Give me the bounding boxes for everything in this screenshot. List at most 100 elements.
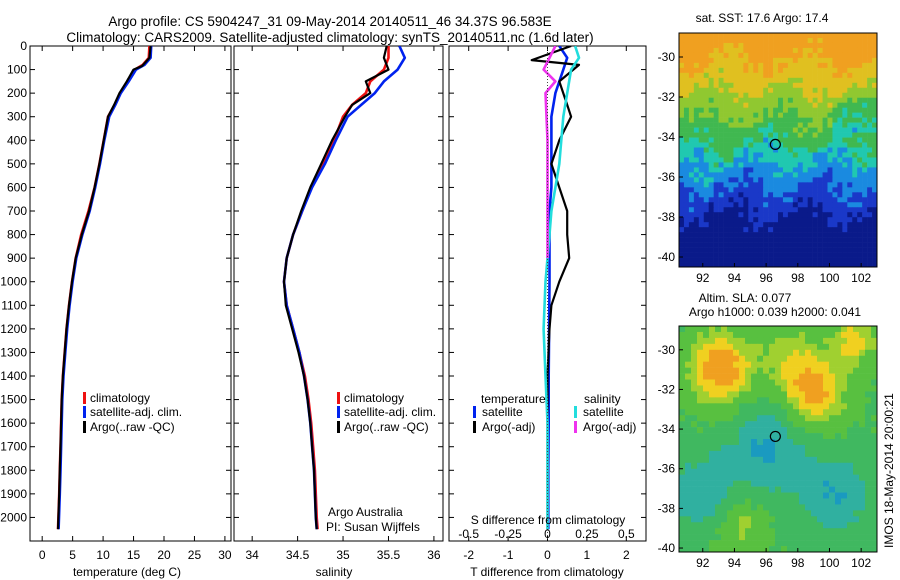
- y-tick-label: -38: [658, 210, 676, 224]
- x-tick-label: 96: [759, 556, 773, 570]
- x-tick-label: 36: [427, 548, 441, 562]
- argo-location-marker: [769, 138, 781, 150]
- y-tick-label: 1600: [0, 416, 27, 430]
- x-tick-label: 94: [728, 271, 742, 285]
- x-tick-label: 92: [696, 556, 710, 570]
- x-tick-label: 2: [623, 548, 630, 562]
- diff-legend-temp-heading: temperature: [481, 392, 546, 406]
- x-tick-label: 35.5: [377, 548, 401, 562]
- legend-label: satellite-adj. clim.: [344, 405, 436, 419]
- salinity-xlabel: salinity: [316, 565, 353, 579]
- s-tick-label: -0.25: [494, 527, 522, 541]
- sla-map-title-2: Argo h1000: 0.039 h2000: 0.041: [689, 305, 861, 319]
- y-tick-label: -30: [658, 343, 676, 357]
- y-tick-label: 700: [7, 204, 27, 218]
- y-tick-label: -34: [658, 130, 676, 144]
- x-tick-label: 35: [336, 548, 350, 562]
- y-tick-label: 300: [7, 110, 27, 124]
- y-tick-label: 800: [7, 228, 27, 242]
- x-tick-label: 100: [819, 271, 839, 285]
- legend-label: Argo(..raw -QC): [344, 420, 429, 434]
- salinity-panel: 34 34.5 35 35.5 36 climatologysatellite-adj. …: [233, 45, 444, 562]
- legend-label: climatology: [344, 391, 404, 405]
- y-tick-label: -30: [658, 50, 676, 64]
- sst-heatmap-cells: [679, 33, 878, 268]
- diff-legend-sal-heading: salinity: [584, 392, 621, 406]
- x-tick-label: 92: [696, 271, 710, 285]
- sla-heatmap-cells: [679, 326, 878, 553]
- x-tick-label: 98: [791, 556, 805, 570]
- legend-swatch: [83, 421, 86, 433]
- legend-swatch: [473, 421, 476, 433]
- series-line: [530, 46, 581, 530]
- sla-map-title-1: Altim. SLA: 0.077: [699, 291, 792, 305]
- figure-title-line1: Argo profile: CS 5904247_31 09-May-2014 …: [108, 14, 551, 29]
- y-tick-label: -36: [658, 462, 676, 476]
- y-tick-label: 1000: [0, 275, 27, 289]
- y-tick-label: 1900: [0, 487, 27, 501]
- imos-side-label: IMOS 18-May-2014 20:00:21: [882, 393, 896, 548]
- legend-label: satellite: [583, 405, 624, 419]
- x-tick-label: 15: [127, 548, 141, 562]
- s-tick-label: 0.5: [618, 527, 635, 541]
- series-line: [282, 46, 390, 530]
- x-tick-label: 25: [188, 548, 202, 562]
- y-tick-label: 1100: [1, 298, 27, 312]
- salinity-annotation-1: Argo Australia: [328, 505, 403, 519]
- series-line: [57, 46, 153, 530]
- x-tick-label: 96: [759, 271, 773, 285]
- x-tick-label: -1: [503, 548, 514, 562]
- legend-label: Argo(-adj): [583, 420, 636, 434]
- y-tick-label: -36: [658, 170, 676, 184]
- x-tick-label: 1: [584, 548, 591, 562]
- s-tick-label: -0.5: [458, 527, 479, 541]
- series-line: [542, 46, 581, 530]
- argo-location-marker: [769, 430, 781, 443]
- x-tick-label: 34: [245, 548, 259, 562]
- x-tick-label: 0: [39, 548, 46, 562]
- legend-label: Argo(..raw -QC): [90, 420, 175, 434]
- legend-swatch: [574, 421, 577, 433]
- series-group: [282, 46, 407, 530]
- y-tick-label: 1200: [0, 322, 27, 336]
- x-tick-label: 34.5: [286, 548, 310, 562]
- x-tick-label: -2: [463, 548, 474, 562]
- legend-label: climatology: [90, 391, 150, 405]
- temperature-panel: 0 5 10 15 20 25 300100200300400500600700800900…: [0, 39, 232, 562]
- legend-swatch: [83, 406, 86, 418]
- x-tick-label: 100: [819, 556, 839, 570]
- y-tick-label: -38: [658, 501, 676, 515]
- panel-frame: [233, 45, 444, 542]
- y-tick-label: 500: [7, 157, 27, 171]
- figure-title-line2: Climatology: CARS2009. Satellite-adjuste…: [66, 30, 593, 45]
- y-tick-label: 1400: [0, 369, 27, 383]
- difference-panel: -2 -1 0 1 2-0.5 -0.25 0 0.25 0.5satelliteArgo(-a…: [448, 45, 647, 562]
- y-tick-label: 900: [7, 251, 27, 265]
- x-tick-label: 102: [851, 271, 871, 285]
- y-tick-label: -32: [658, 90, 676, 104]
- legend-swatch: [473, 406, 476, 418]
- series-line: [282, 46, 390, 530]
- legend-swatch: [337, 421, 340, 433]
- legend-label: Argo(-adj): [482, 420, 535, 434]
- y-tick-label: -32: [658, 382, 676, 396]
- y-tick-label: 2000: [0, 510, 27, 524]
- s-tick-label: 0: [544, 527, 551, 541]
- panel-frame: [29, 45, 232, 542]
- series-line: [56, 46, 152, 530]
- x-tick-label: 102: [851, 556, 871, 570]
- y-tick-label: 200: [7, 86, 27, 100]
- difference-xlabel: T difference from climatology: [470, 565, 624, 579]
- map-frame: [678, 325, 878, 553]
- y-tick-label: -40: [658, 541, 676, 555]
- salinity-annotation-2: PI: Susan Wijffels: [326, 520, 420, 534]
- x-tick-label: 98: [791, 271, 805, 285]
- y-tick-label: -40: [658, 250, 676, 264]
- legend-swatch: [574, 406, 577, 418]
- series-group: [530, 46, 581, 530]
- y-tick-label: 1800: [0, 463, 27, 477]
- y-tick-label: 1300: [0, 345, 27, 359]
- legend-swatch: [337, 392, 340, 404]
- difference-xlabel-top: S difference from climatology: [471, 513, 626, 527]
- sla-map-panel: 92 94 96 98 100 102 -30 -32 -34 -36 -38 -40: [658, 325, 878, 570]
